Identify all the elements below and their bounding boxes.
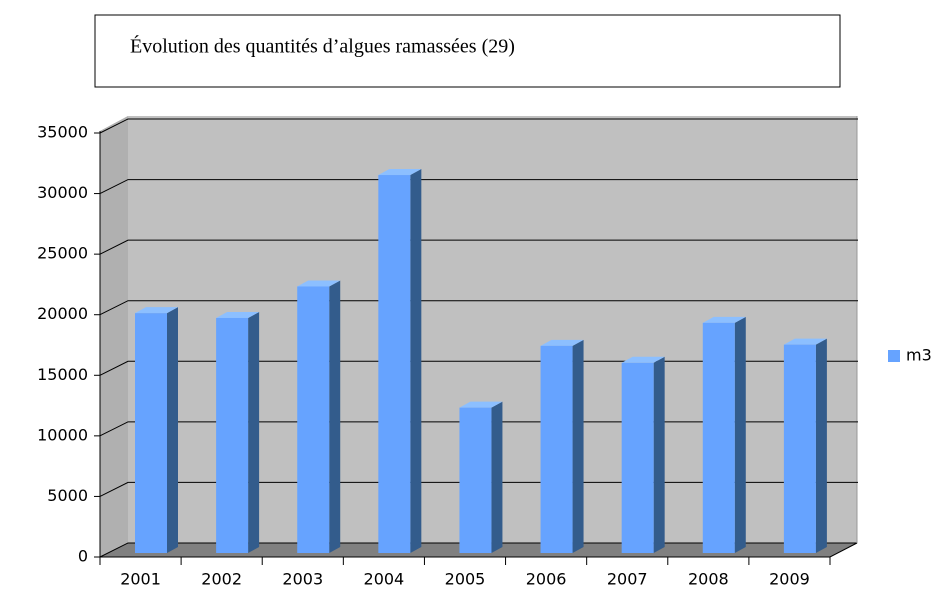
grid-line — [99, 239, 858, 255]
title-box — [94, 14, 841, 88]
bar — [135, 313, 167, 553]
bar-side — [572, 339, 584, 553]
bar-top — [540, 339, 584, 346]
side-wall — [100, 116, 128, 557]
y-tick-label: 30000 — [37, 183, 88, 202]
x-tick-label: 2004 — [364, 570, 405, 589]
x-tick-label: 2001 — [120, 570, 161, 589]
x-tick-label: 2002 — [201, 570, 242, 589]
y-tick-label: 0 — [78, 547, 88, 566]
bar-side — [167, 307, 178, 553]
bar — [702, 322, 735, 553]
back-wall — [100, 116, 857, 557]
bar-side — [410, 169, 422, 553]
y-tick-label: 5000 — [47, 486, 88, 505]
bar — [378, 175, 411, 553]
x-tick-label: 2008 — [688, 570, 729, 589]
x-tick-label: 2005 — [445, 570, 486, 589]
legend-label: m3 — [906, 346, 932, 365]
grid-line — [99, 481, 858, 497]
bar-top — [621, 356, 665, 363]
bar-top — [216, 311, 260, 318]
x-tick-label: 2007 — [607, 570, 648, 589]
bar-side — [248, 311, 260, 553]
legend-swatch — [888, 350, 900, 362]
x-tick-label: 2009 — [769, 570, 810, 589]
bar — [621, 362, 654, 553]
bar — [783, 344, 816, 553]
grid-line — [99, 300, 858, 316]
bar-side — [491, 401, 503, 553]
y-tick-label: 25000 — [37, 244, 88, 263]
y-tick-label: 10000 — [37, 425, 88, 444]
bar-side — [734, 316, 746, 553]
bar-top — [297, 280, 341, 287]
grid-line — [99, 118, 858, 134]
bar — [216, 317, 249, 553]
x-tick-label: 2003 — [282, 570, 323, 589]
bar-top — [135, 307, 178, 314]
bar-top — [783, 338, 827, 345]
bar — [540, 345, 573, 553]
bar — [297, 286, 330, 553]
bar-side — [815, 338, 827, 553]
x-tick-label: 2006 — [526, 570, 567, 589]
y-tick-label: 20000 — [37, 304, 88, 323]
grid-line — [99, 179, 858, 195]
bar-side — [653, 356, 665, 553]
y-tick-label: 35000 — [37, 123, 88, 142]
bar-side — [329, 280, 341, 553]
bar-top — [378, 169, 422, 176]
y-tick-label: 15000 — [37, 365, 88, 384]
bar-top — [459, 401, 503, 408]
chart-title: Évolution des quantités d’algues ramassé… — [130, 35, 515, 58]
bar — [459, 407, 492, 553]
grid-line — [99, 360, 858, 376]
bar-top — [702, 316, 746, 323]
grid-line — [99, 421, 858, 437]
